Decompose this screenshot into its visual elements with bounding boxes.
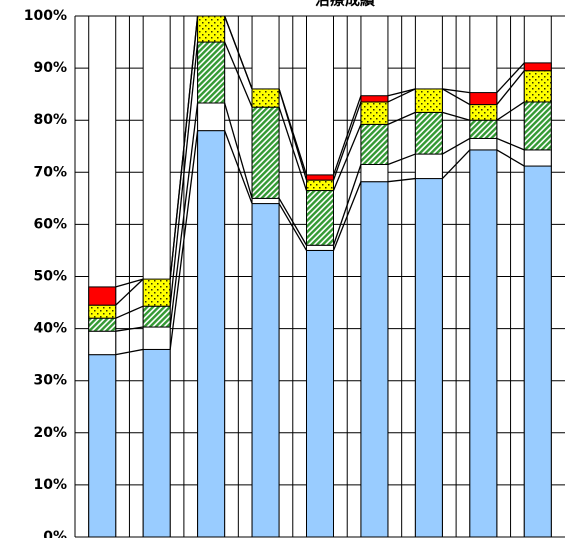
connector-line [387, 88, 416, 97]
connector-line [169, 130, 199, 350]
bar-segment [306, 190, 334, 246]
connector-line [496, 62, 525, 94]
bar-segment [142, 278, 171, 307]
y-tick-label: 90% [33, 60, 67, 76]
bar-segment [88, 330, 117, 356]
connector-line [442, 88, 471, 106]
bar-segment [88, 354, 117, 538]
bar-segment [523, 101, 552, 151]
bar-segment [306, 249, 334, 538]
bar-segment [251, 88, 280, 108]
connector-line [332, 95, 362, 176]
connector-line [496, 137, 525, 151]
bar-segment [360, 101, 389, 125]
bar-segment [251, 197, 280, 205]
connector-line [442, 88, 470, 94]
bar-segment [523, 149, 552, 167]
bar-segment [414, 111, 443, 155]
connector-line [496, 101, 525, 121]
bar-segment [88, 304, 117, 319]
y-tick-label: 50% [33, 269, 67, 285]
bar-segment [469, 104, 498, 121]
bar-segment [251, 106, 280, 199]
bar-segment [306, 174, 334, 181]
connector-line [387, 88, 416, 103]
connector-line [441, 149, 471, 180]
y-tick-label: 20% [33, 425, 67, 441]
connector-line [496, 70, 525, 105]
connector-line [332, 124, 362, 191]
connector-line [332, 101, 362, 181]
bar-segment [469, 149, 498, 538]
connector-line [387, 111, 416, 125]
y-tick-label: 70% [33, 164, 67, 180]
connector-line [224, 41, 253, 108]
bar-segment [142, 348, 171, 538]
connector-line [332, 164, 362, 246]
bar-segment [142, 305, 171, 328]
bar-segment [197, 130, 226, 538]
connector-line [278, 198, 308, 246]
bar-segment [469, 92, 498, 106]
bar-segment [142, 326, 171, 350]
bar-segment [414, 178, 443, 538]
connector-line [442, 111, 471, 121]
connector-line [223, 102, 253, 199]
connector-line [115, 278, 144, 306]
bar-segment [469, 119, 498, 139]
y-tick-label: 80% [33, 112, 67, 128]
connector-line [496, 149, 525, 167]
connector-line [115, 278, 144, 288]
y-tick-label: 100% [24, 8, 67, 24]
bar-segment [523, 70, 552, 103]
connector-line [224, 15, 253, 90]
bar-segment [197, 41, 226, 104]
bar-segment [360, 95, 389, 103]
bar-segment [306, 179, 334, 192]
bar-segment [523, 62, 552, 72]
bar-segment [197, 102, 226, 132]
connector-line [169, 102, 199, 328]
connector-line [169, 41, 199, 307]
bar-segment [306, 244, 334, 251]
connector-line [387, 153, 416, 166]
bar-segment [360, 163, 389, 183]
y-tick-label: 40% [33, 321, 67, 337]
y-tick-label: 30% [33, 373, 67, 389]
bar-segment [523, 165, 552, 538]
connector-line [442, 137, 471, 155]
connector-line [387, 177, 416, 183]
connector-line [224, 130, 253, 204]
connector-line [115, 326, 144, 332]
y-tick-label: 0% [43, 529, 67, 538]
bar-segment [197, 15, 226, 43]
bar-segment [414, 88, 443, 113]
connector-line [278, 88, 308, 176]
bar-segment [251, 203, 280, 538]
chart-title: 治療成績 [315, 0, 375, 9]
connector-line [115, 305, 144, 319]
bar-segment [360, 181, 389, 538]
bar-segment [88, 286, 117, 306]
bar-segment [88, 317, 117, 332]
y-tick-label: 10% [33, 477, 67, 493]
connector-line [169, 15, 199, 280]
connector-line [115, 348, 144, 356]
bar-segment [360, 123, 389, 165]
connector-line [332, 181, 362, 251]
y-tick-label: 60% [33, 216, 67, 232]
bar-segment [469, 137, 498, 151]
bar-segment [414, 153, 443, 180]
connector-line [278, 203, 308, 251]
connector-line [278, 106, 308, 191]
